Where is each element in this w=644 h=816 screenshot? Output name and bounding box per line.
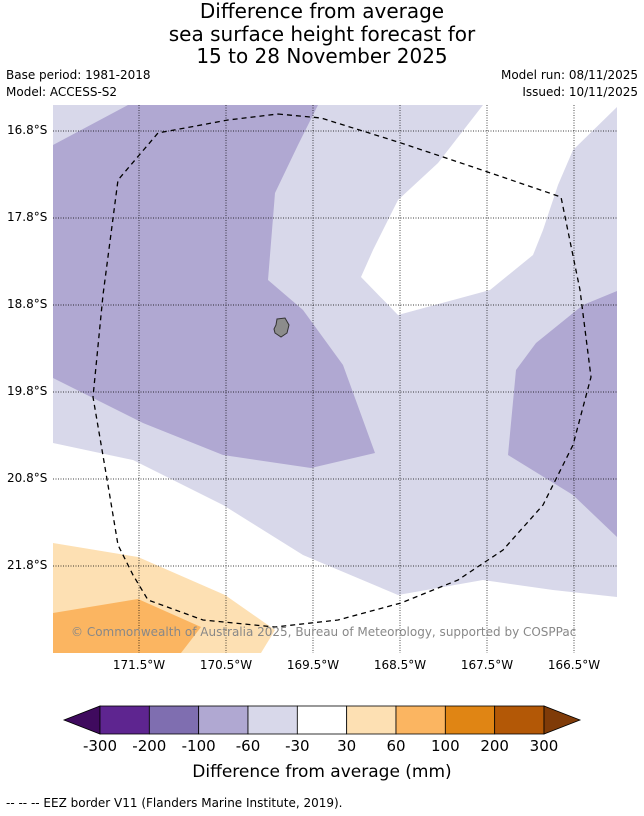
lat-label-6: 21.8°S [7,558,48,572]
title-line-3: 15 to 28 November 2025 [196,44,448,68]
eez-border [92,113,592,628]
colorbar-tick-label: -300 [82,737,118,755]
meta-left: Base period: 1981-2018 Model: ACCESS-S2 [6,67,151,101]
contour-mid-lavender-west [53,105,375,468]
gridlines [53,105,617,653]
lon-label-1: 171.5°W [112,658,166,672]
colorbar-tick-label: 60 [386,737,406,755]
model-name: Model: ACCESS-S2 [6,85,118,99]
colorbar-tick-label: -30 [285,737,310,755]
colorbar-tick-label: 30 [337,737,357,755]
colorbar-extend-high [543,705,582,735]
copyright-text: © Commonwealth of Australia 2025, Bureau… [71,625,577,639]
colorbar-segment [296,705,348,735]
colorbar-tick-label: 100 [431,737,460,755]
model-run: Model run: 08/11/2025 [500,68,638,82]
meta-right: Model run: 08/11/2025 Issued: 10/11/2025 [501,67,638,101]
colorbar-segment [395,705,446,735]
island-shape [273,317,290,338]
colorbar-segment [444,705,496,735]
lon-label-4: 168.5°W [373,658,427,672]
lat-label-5: 20.8°S [7,471,48,485]
chart-title: Difference from average sea surface heig… [0,0,644,68]
colorbar-segment [346,705,397,735]
lat-label-2: 17.8°S [7,210,48,224]
colorbar-segments [62,705,582,735]
lon-label-5: 167.5°W [460,658,514,672]
colorbar-tick-label: -60 [235,737,261,755]
colorbar-segment [99,705,150,735]
contour-orange [53,599,201,653]
colorbar-tick-label: 200 [480,737,509,755]
colorbar-tick-label: -100 [181,737,216,755]
title-line-2: sea surface height forecast for [168,21,476,46]
issued-date: Issued: 10/11/2025 [522,85,638,99]
lon-label-2: 170.5°W [199,658,253,672]
colorbar-segment [247,705,298,735]
lat-label-3: 18.8°S [7,297,48,311]
colorbar [62,705,582,735]
colorbar-extend-low [62,705,101,735]
colorbar-segment [148,705,200,735]
title-line-1: Difference from average [199,0,445,23]
colorbar-segment [494,705,545,735]
lon-label-3: 169.5°W [286,658,340,672]
map-svg [53,105,617,653]
lat-label-1: 16.8°S [7,123,48,137]
contour-mid-lavender-east [508,291,617,537]
colorbar-tick-label: 300 [529,737,559,755]
map-panel: © Commonwealth of Australia 2025, Bureau… [53,105,617,653]
lat-label-4: 19.8°S [7,384,48,398]
eez-footnote: -- -- -- EEZ border V11 (Flanders Marine… [6,796,343,810]
lon-label-6: 166.5°W [547,658,601,672]
base-period: Base period: 1981-2018 [6,68,151,82]
contour-white-center [361,105,617,315]
colorbar-tick-label: -200 [132,737,167,755]
colorbar-label: Difference from average (mm) [192,762,452,782]
colorbar-segment [198,705,249,735]
